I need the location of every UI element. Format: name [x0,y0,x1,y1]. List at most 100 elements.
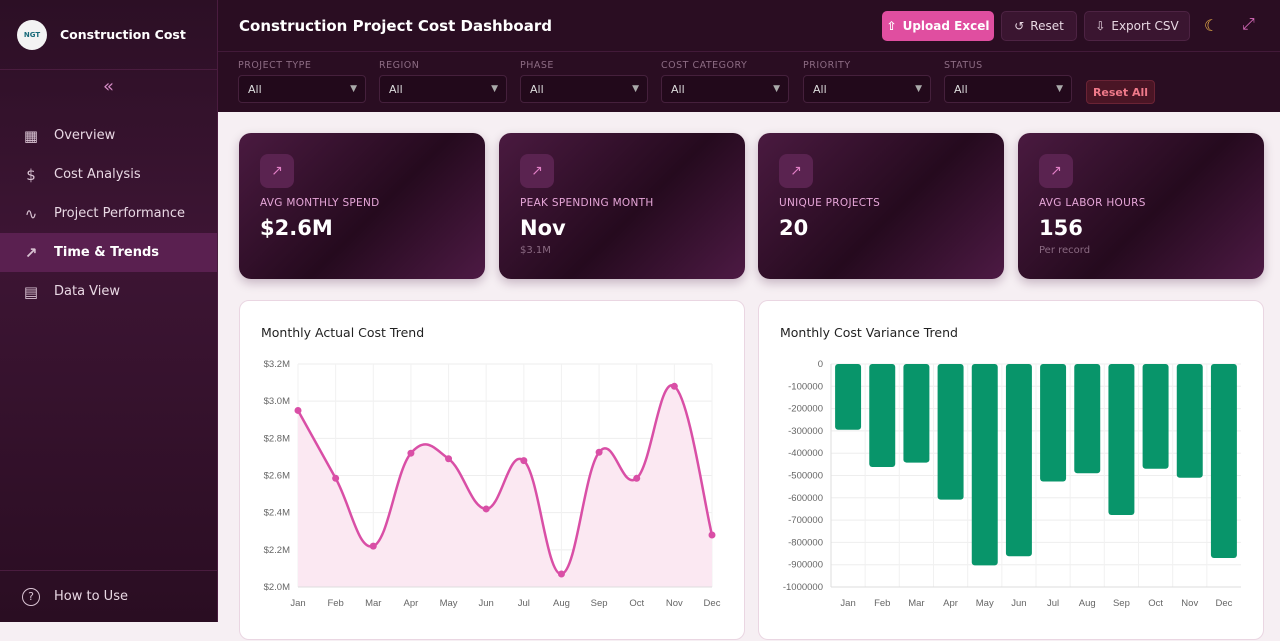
x-tick-label: May [440,598,458,609]
x-tick-label: Aug [553,598,570,609]
x-tick-label: Jun [479,598,494,609]
cost-category-select[interactable]: All ▼ [661,75,789,103]
trending-up-icon: ↗ [260,154,294,188]
kpi-value: Nov [520,216,566,240]
filter-label: PRIORITY [803,60,851,71]
y-tick-label: $2.8M [264,433,290,444]
kpi-value: 156 [1039,216,1083,240]
x-tick-label: Mar [908,598,924,609]
sidebar-item-time-trends[interactable]: ↗ Time & Trends [0,233,217,272]
sidebar-item-cost-analysis[interactable]: $ Cost Analysis [0,155,217,194]
expand-icon[interactable]: ⤢ [1242,14,1255,33]
trending-up-icon: ↗ [1039,154,1073,188]
y-tick-label: 0 [818,359,823,370]
data-point-sep [595,448,603,456]
filter-phase: PHASE All ▼ [520,60,648,103]
kpi-peak-spending-month: ↗ PEAK SPENDING MONTH Nov $3.1M [499,133,745,279]
data-point-feb [332,474,340,482]
x-tick-label: Oct [1148,598,1163,609]
chevrons-left-icon[interactable]: « [102,76,114,97]
x-tick-label: Nov [666,598,683,609]
reset-button[interactable]: ↺ Reset [1001,11,1077,41]
area-fill [298,385,712,587]
data-point-nov [670,382,678,390]
filter-label: STATUS [944,60,983,71]
sidebar-item-overview[interactable]: ▦ Overview [0,116,217,155]
kpi-avg-labor-hours: ↗ AVG LABOR HOURS 156 Per record [1018,133,1264,279]
filter-label: PROJECT TYPE [238,60,312,71]
x-tick-label: Jul [518,598,530,609]
chart-title: Monthly Actual Cost Trend [261,325,425,340]
data-point-apr [407,449,415,457]
x-tick-label: Apr [943,598,958,609]
filter-label: REGION [379,60,420,71]
trending-up-icon: ↗ [520,154,554,188]
x-tick-label: Nov [1181,598,1198,609]
upload-excel-button[interactable]: ⇧ Upload Excel [882,11,994,41]
moon-icon[interactable]: ☾ [1204,16,1219,35]
monthly-cost-variance-chart: 0 -100000 -200000 -300000 -400000 -500000 -600… [758,300,1264,640]
trending-up-icon: ↗ [24,243,38,262]
phase-select[interactable]: All ▼ [520,75,648,103]
data-point-may [445,455,453,463]
kpi-sub: $3.1M [520,245,551,256]
kpi-value: $2.6M [260,216,333,240]
y-tick-label: -500000 [788,471,823,482]
brand: NGT Construction Cost [0,0,217,70]
sidebar-item-label: Data View [54,284,121,299]
x-tick-label: Dec [704,598,721,609]
bar-may [971,364,998,566]
reset-all-button[interactable]: Reset All [1086,80,1155,104]
y-tick-label: $2.6M [264,471,290,482]
sidebar-item-label: Overview [54,128,116,143]
bar-sep [1108,364,1135,515]
kpi-label: UNIQUE PROJECTS [779,197,881,209]
caret-down-icon: ▼ [350,84,357,94]
select-value: All [954,82,968,96]
filter-label: COST CATEGORY [661,60,748,71]
kpi-unique-projects: ↗ UNIQUE PROJECTS 20 [758,133,1004,279]
how-to-use-label: How to Use [54,589,128,604]
filter-priority: PRIORITY All ▼ [803,60,931,103]
caret-down-icon: ▼ [915,84,922,94]
caret-down-icon: ▼ [773,84,780,94]
kpi-avg-monthly-spend: ↗ AVG MONTHLY SPEND $2.6M [239,133,485,279]
kpi-sub: Per record [1039,245,1091,256]
sidebar: NGT Construction Cost « ▦ Overview $ Cost … [0,0,218,622]
upload-label: Upload Excel [902,19,990,33]
select-value: All [530,82,544,96]
bar-nov [1176,364,1203,478]
sidebar-item-label: Project Performance [54,206,185,221]
chart-title: Monthly Cost Variance Trend [780,325,958,340]
x-tick-label: Jan [840,598,855,609]
y-tick-label: -200000 [788,404,823,415]
y-tick-label: -800000 [788,537,823,548]
x-tick-label: Apr [404,598,419,609]
caret-down-icon: ▼ [491,84,498,94]
dollar-icon: $ [26,165,36,184]
upload-icon: ⇧ [886,19,897,33]
select-value: All [813,82,827,96]
help-icon: ? [22,587,40,606]
data-point-jun [482,505,490,513]
bar-aug [1074,364,1101,474]
project-type-select[interactable]: All ▼ [238,75,366,103]
priority-select[interactable]: All ▼ [803,75,931,103]
sidebar-item-project-performance[interactable]: ∿ Project Performance [0,194,217,233]
filter-region: REGION All ▼ [379,60,507,103]
sidebar-item-data-view[interactable]: ▤ Data View [0,272,217,311]
status-select[interactable]: All ▼ [944,75,1072,103]
x-tick-label: Sep [1113,598,1130,609]
bar-apr [937,364,964,500]
how-to-use-link[interactable]: ? How to Use [0,570,218,622]
x-tick-label: May [976,598,994,609]
bar-jan [835,364,862,430]
filter-bar: PROJECT TYPE All ▼ REGION All ▼ PHASE All ▼ CO… [218,52,1280,112]
sidebar-item-label: Cost Analysis [54,167,141,182]
kpi-label: AVG MONTHLY SPEND [260,197,380,209]
region-select[interactable]: All ▼ [379,75,507,103]
export-csv-button[interactable]: ⇩ Export CSV [1084,11,1190,41]
download-icon: ⇩ [1095,19,1106,33]
x-tick-label: Jun [1011,598,1026,609]
y-tick-label: -700000 [788,515,823,526]
